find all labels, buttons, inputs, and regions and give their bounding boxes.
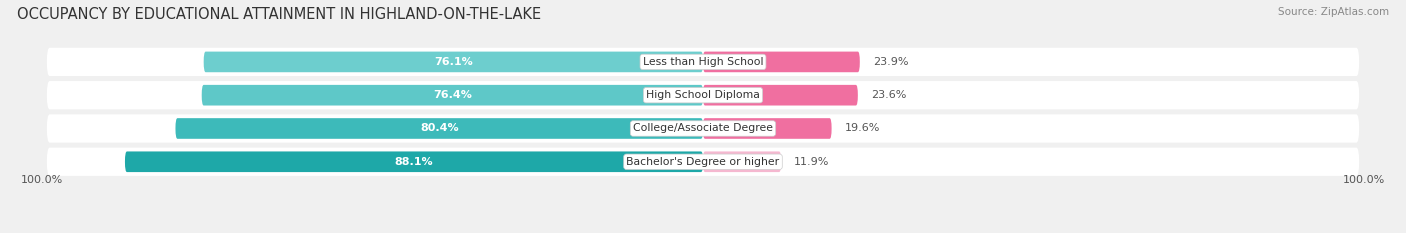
Text: 23.6%: 23.6% [870, 90, 907, 100]
Text: OCCUPANCY BY EDUCATIONAL ATTAINMENT IN HIGHLAND-ON-THE-LAKE: OCCUPANCY BY EDUCATIONAL ATTAINMENT IN H… [17, 7, 541, 22]
FancyBboxPatch shape [46, 81, 1360, 109]
Text: Source: ZipAtlas.com: Source: ZipAtlas.com [1278, 7, 1389, 17]
Text: 100.0%: 100.0% [1343, 175, 1385, 185]
FancyBboxPatch shape [703, 118, 831, 139]
FancyBboxPatch shape [703, 51, 860, 72]
Text: High School Diploma: High School Diploma [647, 90, 759, 100]
FancyBboxPatch shape [46, 148, 1360, 176]
Text: Less than High School: Less than High School [643, 57, 763, 67]
Text: 100.0%: 100.0% [21, 175, 63, 185]
Legend: Owner-occupied, Renter-occupied: Owner-occupied, Renter-occupied [575, 230, 831, 233]
FancyBboxPatch shape [176, 118, 703, 139]
FancyBboxPatch shape [703, 151, 782, 172]
Text: College/Associate Degree: College/Associate Degree [633, 123, 773, 134]
Text: 80.4%: 80.4% [420, 123, 458, 134]
FancyBboxPatch shape [46, 114, 1360, 143]
Text: Bachelor's Degree or higher: Bachelor's Degree or higher [627, 157, 779, 167]
FancyBboxPatch shape [204, 51, 703, 72]
FancyBboxPatch shape [201, 85, 703, 106]
Text: 11.9%: 11.9% [794, 157, 830, 167]
FancyBboxPatch shape [46, 48, 1360, 76]
Text: 76.4%: 76.4% [433, 90, 472, 100]
FancyBboxPatch shape [125, 151, 703, 172]
Text: 23.9%: 23.9% [873, 57, 908, 67]
Text: 88.1%: 88.1% [395, 157, 433, 167]
FancyBboxPatch shape [703, 85, 858, 106]
Text: 19.6%: 19.6% [845, 123, 880, 134]
Text: 76.1%: 76.1% [434, 57, 472, 67]
